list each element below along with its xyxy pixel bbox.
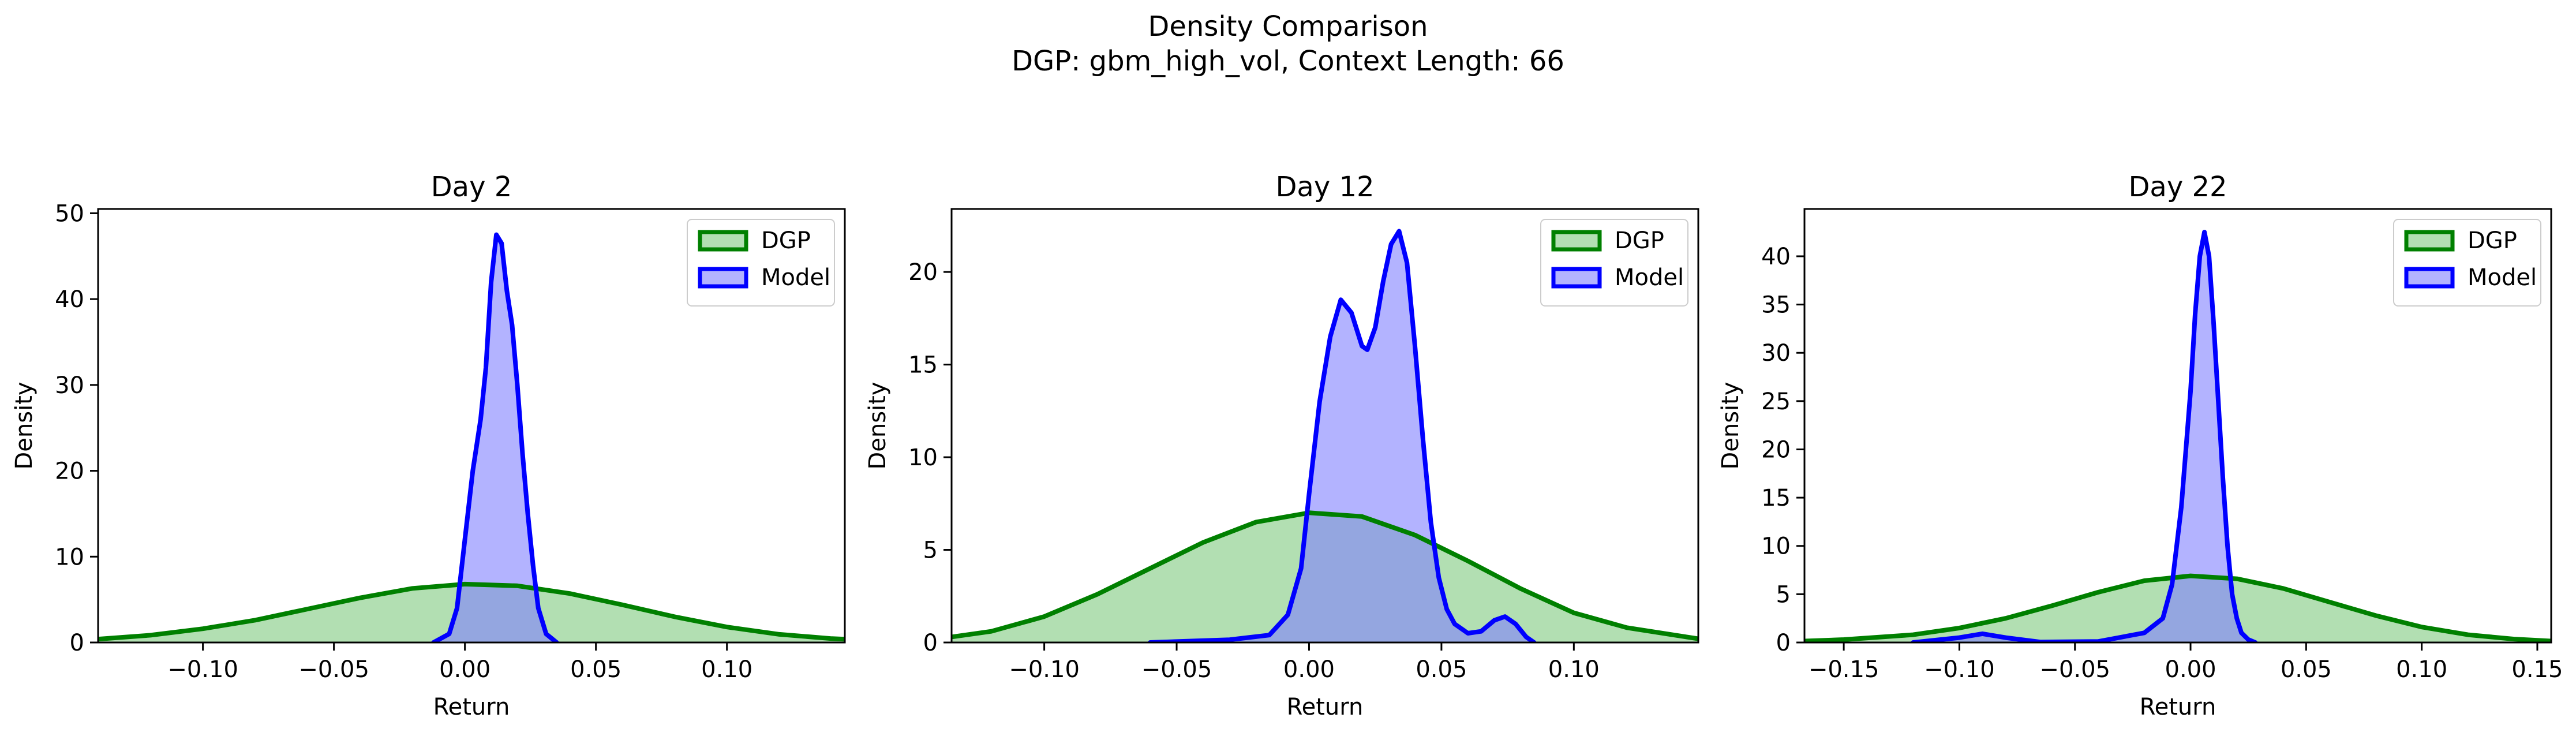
figure-subtitle: DGP: gbm_high_vol, Context Length: 66 xyxy=(1012,45,1564,77)
x-tick-label: 0.10 xyxy=(1548,656,1600,683)
plot-area xyxy=(1804,230,2551,642)
x-tick-label: 0.00 xyxy=(1283,656,1335,683)
x-axis-label: Return xyxy=(1287,694,1364,720)
plot-area xyxy=(98,232,845,642)
legend-swatch-model xyxy=(1551,267,1602,289)
legend-swatch-dgp xyxy=(698,230,748,252)
x-axis-label: Return xyxy=(433,694,510,720)
legend-swatch-dgp xyxy=(1551,230,1602,252)
y-tick-label: 40 xyxy=(55,286,84,313)
density-line-dgp xyxy=(98,581,845,642)
density-line-dgp xyxy=(1804,573,2551,642)
x-tick-label: −0.10 xyxy=(1924,656,1995,683)
x-tick-label: −0.05 xyxy=(1141,656,1212,683)
axes-frame xyxy=(97,208,846,644)
density-line-model xyxy=(1911,230,2258,642)
legend-label-dgp: DGP xyxy=(1615,227,1664,254)
plot-area xyxy=(952,229,1698,642)
subplot-title: Day 2 xyxy=(431,171,512,203)
legend-swatch-model xyxy=(698,267,748,289)
x-tick-label: 0.10 xyxy=(701,656,752,683)
legend: DGP Model xyxy=(2393,219,2541,307)
legend-swatch-dgp xyxy=(2404,230,2455,252)
x-tick-label: −0.15 xyxy=(1809,656,1879,683)
y-axis-label: Density xyxy=(11,382,38,469)
x-tick-label: 0.05 xyxy=(2281,656,2332,683)
y-tick-label: 5 xyxy=(1776,581,1791,608)
subplot-day-12: −0.10 −0.05 0.00 0.05 0.10 0 5 10 15 20 Day 12 Retu… xyxy=(864,171,1699,720)
subplot-title: Day 12 xyxy=(1275,171,1374,203)
legend-label-model: Model xyxy=(1615,264,1684,291)
y-tick-label: 30 xyxy=(55,372,84,399)
subplot-title: Day 22 xyxy=(2128,171,2227,203)
y-axis-label: Density xyxy=(864,382,891,469)
legend-label-dgp: DGP xyxy=(2468,227,2517,254)
density-fill-model xyxy=(1913,232,2256,642)
legend: DGP Model xyxy=(1540,219,1688,307)
y-tick-label: 20 xyxy=(1761,436,1791,463)
y-tick-label: 35 xyxy=(1761,292,1791,319)
legend-label-dgp: DGP xyxy=(761,227,811,254)
y-tick-label: 50 xyxy=(55,200,84,227)
x-tick-label: −0.05 xyxy=(2039,656,2110,683)
y-tick-label: 15 xyxy=(908,352,938,379)
axes-frame xyxy=(1803,208,2552,644)
subplot-day-2: −0.10 −0.05 0.00 0.05 0.10 0 10 20 30 40 50 Day 2 Re… xyxy=(11,171,846,720)
y-tick-label: 20 xyxy=(55,458,84,485)
y-tick-label: 15 xyxy=(1761,485,1791,511)
figure-title: Density Comparison xyxy=(1148,10,1428,43)
y-tick-label: 40 xyxy=(1761,244,1791,270)
legend-label-model: Model xyxy=(2468,264,2537,291)
y-tick-label: 0 xyxy=(70,630,84,656)
x-tick-label: −0.10 xyxy=(1009,656,1080,683)
y-tick-label: 20 xyxy=(908,259,938,286)
x-tick-label: −0.10 xyxy=(167,656,238,683)
x-tick-label: 0.10 xyxy=(2396,656,2447,683)
x-tick-label: 0.00 xyxy=(2165,656,2216,683)
x-tick-label: −0.05 xyxy=(298,656,369,683)
density-fill-model xyxy=(1150,231,1534,642)
x-tick-label: 0.05 xyxy=(1416,656,1467,683)
x-axis-label: Return xyxy=(2140,694,2216,720)
legend-label-model: Model xyxy=(761,264,830,291)
y-tick-label: 10 xyxy=(55,544,84,570)
x-tick-label: 0.00 xyxy=(439,656,491,683)
y-axis-label: Density xyxy=(1717,382,1744,469)
y-tick-label: 30 xyxy=(1761,340,1791,367)
y-tick-label: 0 xyxy=(923,630,938,656)
y-tick-label: 10 xyxy=(1761,533,1791,560)
density-line-model xyxy=(1148,229,1537,642)
legend-swatch-model xyxy=(2404,267,2455,289)
y-tick-label: 5 xyxy=(923,537,938,564)
x-tick-label: 0.15 xyxy=(2511,656,2563,683)
axes-frame xyxy=(950,208,1699,644)
x-tick-label: 0.05 xyxy=(570,656,621,683)
density-fill-model xyxy=(433,234,557,642)
y-tick-label: 25 xyxy=(1761,388,1791,415)
subplot-day-22: −0.15 −0.10 −0.05 0.00 0.05 0.10 0.15 0 5 10 15 20 2… xyxy=(1717,171,2563,720)
density-line-model xyxy=(431,232,559,642)
y-tick-label: 10 xyxy=(908,444,938,471)
legend: DGP Model xyxy=(687,219,835,307)
y-tick-label: 0 xyxy=(1776,630,1791,656)
